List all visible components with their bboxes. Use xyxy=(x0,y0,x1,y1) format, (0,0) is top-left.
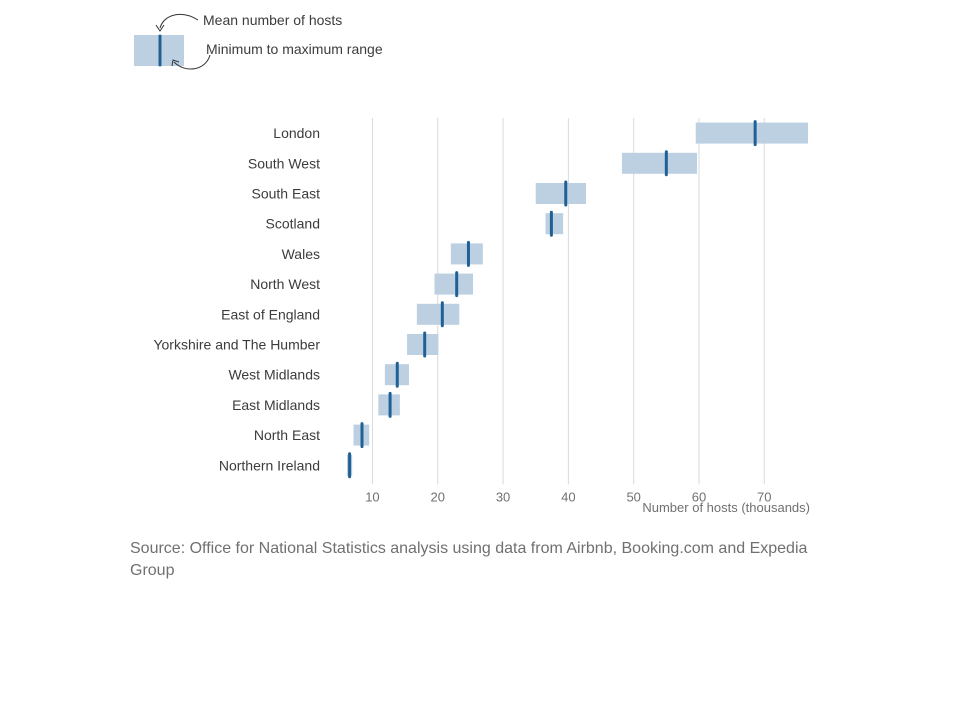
mean-markers xyxy=(348,120,757,479)
category-label: London xyxy=(273,125,320,141)
x-tick-label: 10 xyxy=(365,489,379,504)
legend-range-arrowhead xyxy=(171,59,180,67)
legend-mean-arrow xyxy=(159,13,199,29)
x-axis-title: Number of hosts (thousands) xyxy=(642,500,810,515)
category-label: Yorkshire and The Humber xyxy=(153,337,320,353)
gridlines xyxy=(371,118,765,485)
category-label: South West xyxy=(248,155,320,171)
category-labels: London South West South East Scotland Wales N… xyxy=(153,125,320,473)
range-chart: Mean number of hosts Minimum to maximum … xyxy=(134,12,810,515)
category-label: North East xyxy=(254,427,320,443)
x-tick-label: 20 xyxy=(431,489,445,504)
category-label: East Midlands xyxy=(232,397,320,413)
category-label: East of England xyxy=(221,306,320,322)
range-bar xyxy=(535,183,586,204)
range-bar xyxy=(545,213,564,235)
x-tick-label: 50 xyxy=(626,489,640,504)
range-bar xyxy=(407,334,439,355)
range-bars xyxy=(346,122,809,476)
legend-mean-arrowhead xyxy=(155,24,165,32)
category-label: North West xyxy=(250,276,320,292)
range-bar xyxy=(434,273,474,295)
x-tick-label: 60 xyxy=(692,489,706,504)
x-tick-label: 30 xyxy=(496,489,510,504)
legend-mean-label: Mean number of hosts xyxy=(203,12,342,28)
legend-range-label: Minimum to maximum range xyxy=(206,41,383,57)
x-tick-label: 40 xyxy=(561,489,575,504)
category-label: West Midlands xyxy=(228,367,320,383)
category-label: Northern Ireland xyxy=(219,457,320,473)
range-bar xyxy=(695,122,809,144)
x-tick-label: 70 xyxy=(757,489,771,504)
category-label: South East xyxy=(252,186,321,202)
category-label: Wales xyxy=(282,246,320,262)
x-tick-labels: 10 20 30 40 50 60 70 xyxy=(365,489,771,504)
source-note: Source: Office for National Statistics a… xyxy=(130,540,808,579)
legend-range-arrow xyxy=(173,54,211,70)
legend: Mean number of hosts Minimum to maximum … xyxy=(134,12,383,70)
category-label: Scotland xyxy=(266,216,320,232)
range-bar xyxy=(416,303,460,325)
range-bar xyxy=(621,152,698,174)
range-bar xyxy=(450,243,483,265)
